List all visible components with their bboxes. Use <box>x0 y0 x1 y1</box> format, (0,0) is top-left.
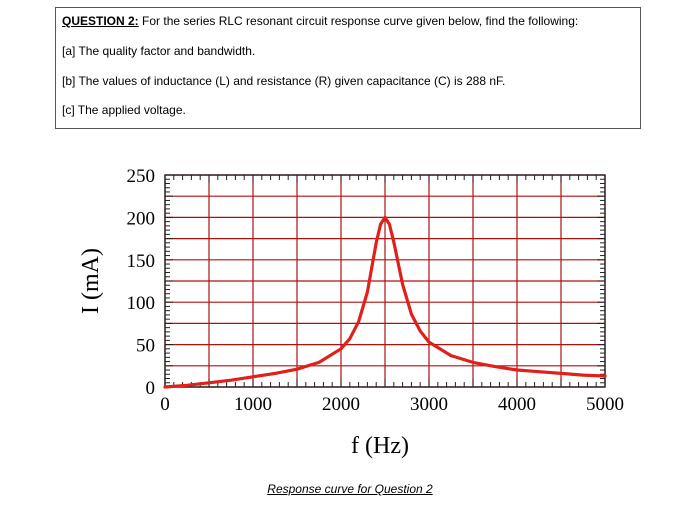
y-tick-label: 0 <box>146 378 156 399</box>
question-part-a: [a] The quality factor and bandwidth. <box>62 44 256 58</box>
question-heading: QUESTION 2: <box>62 14 139 28</box>
y-tick-label: 50 <box>136 336 155 357</box>
x-tick-label: 1000 <box>234 394 272 415</box>
y-tick-label: 100 <box>127 293 156 314</box>
y-axis-label: I (mA) <box>78 248 104 314</box>
x-tick-label: 0 <box>160 394 170 415</box>
question-intro: For the series RLC resonant circuit resp… <box>138 14 579 28</box>
y-tick-label: 150 <box>127 251 156 272</box>
response-curve-line <box>163 215 607 389</box>
x-tick-label: 2000 <box>322 394 360 415</box>
x-axis-label: f (Hz) <box>351 433 409 459</box>
chart-caption: Response curve for Question 2 <box>267 482 433 496</box>
question-box: QUESTION 2: For the series RLC resonant … <box>55 7 641 129</box>
y-tick-label: 250 <box>127 166 156 187</box>
plot-frame <box>164 174 606 388</box>
x-tick-label: 5000 <box>586 394 624 415</box>
chart-svg: 0 1000 2000 3000 4000 5000 0 50 100 150 200 250 f (H… <box>78 166 624 459</box>
question-part-c: [c] The applied voltage. <box>62 103 186 117</box>
x-tick-label: 3000 <box>410 394 448 415</box>
x-tick-label: 4000 <box>498 394 536 415</box>
y-tick-label: 200 <box>127 208 156 229</box>
question-title: QUESTION 2: For the series RLC resonant … <box>62 14 578 28</box>
question-part-b: [b] The values of inductance (L) and res… <box>62 74 506 88</box>
response-curve-chart: 0 1000 2000 3000 4000 5000 0 50 100 150 200 250 f (H… <box>0 150 700 480</box>
